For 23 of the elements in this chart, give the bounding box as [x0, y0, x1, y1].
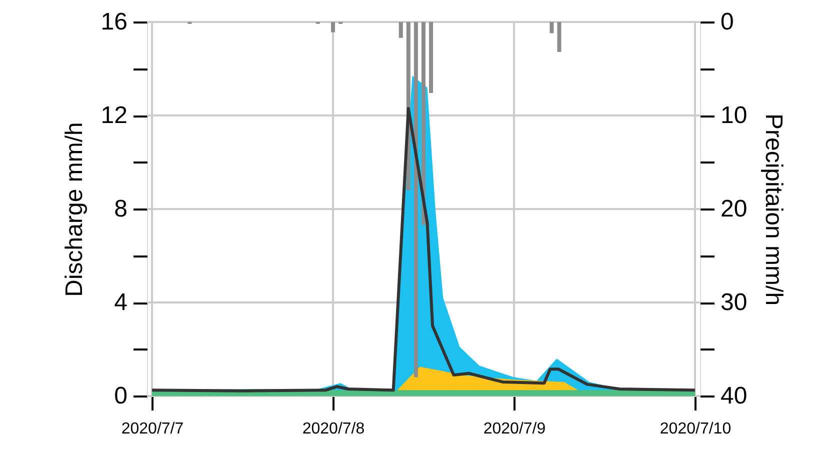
- y2-tick-label: 10: [720, 102, 748, 129]
- y2-tick-label: 0: [720, 8, 734, 36]
- y-tick-label: 4: [114, 289, 128, 316]
- y-tick-label: 8: [114, 196, 128, 222]
- x-tick-label: 2020/7/8: [302, 420, 365, 438]
- bar: [331, 22, 335, 32]
- bar: [550, 22, 554, 34]
- y-tick-label: 12: [100, 102, 128, 129]
- x-tick-label: 2020/7/9: [483, 420, 546, 438]
- y-axis-title: Discharge mm/h: [60, 122, 88, 297]
- bar: [414, 22, 418, 378]
- y-tick-label: 0: [114, 382, 128, 410]
- y2-tick-label: 40: [720, 382, 748, 410]
- x-tick-label: 2020/7/10: [660, 420, 732, 438]
- y2-tick-label: 20: [720, 196, 748, 222]
- y2-tick-label: 30: [720, 289, 748, 316]
- bar: [557, 22, 562, 52]
- y-tick-label: 16: [100, 8, 128, 36]
- bar: [429, 22, 434, 94]
- x-tick-label: 2020/7/7: [121, 420, 184, 438]
- bar: [398, 22, 403, 38]
- y2-axis-title: Precipitaion mm/h: [760, 113, 788, 306]
- bar: [422, 22, 426, 225]
